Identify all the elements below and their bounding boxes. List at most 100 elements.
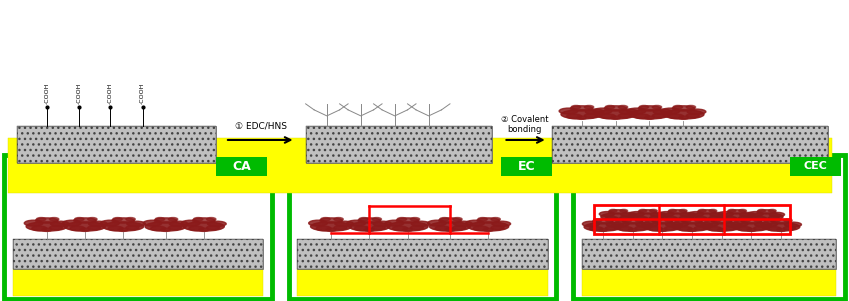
Bar [17,126,216,163]
Circle shape [614,218,621,221]
Ellipse shape [126,226,139,230]
Ellipse shape [492,221,510,226]
Ellipse shape [784,222,801,227]
Ellipse shape [593,108,612,114]
Circle shape [42,228,51,231]
Bar [552,126,828,163]
Ellipse shape [385,220,404,226]
Circle shape [712,219,721,222]
Ellipse shape [354,226,369,231]
Ellipse shape [622,219,643,224]
Ellipse shape [63,220,82,226]
Ellipse shape [731,221,748,227]
Ellipse shape [609,210,627,214]
Ellipse shape [755,222,772,227]
Ellipse shape [320,218,342,223]
Ellipse shape [70,226,85,231]
Ellipse shape [358,218,380,223]
Circle shape [620,209,627,212]
Circle shape [446,228,455,231]
Circle shape [652,105,661,109]
Circle shape [639,105,649,109]
Ellipse shape [372,226,385,230]
Ellipse shape [168,226,182,230]
Ellipse shape [718,212,734,216]
Ellipse shape [695,222,712,227]
Circle shape [334,218,343,221]
Circle shape [618,105,627,109]
Ellipse shape [636,222,653,227]
Ellipse shape [703,223,740,231]
Circle shape [80,228,90,231]
Ellipse shape [50,221,69,226]
Ellipse shape [585,109,604,114]
Ellipse shape [101,220,120,226]
Ellipse shape [762,223,800,231]
Bar [13,269,263,296]
Ellipse shape [761,221,778,227]
Ellipse shape [439,218,461,223]
Ellipse shape [600,114,616,119]
Ellipse shape [589,227,603,231]
Ellipse shape [629,110,670,119]
Circle shape [410,218,419,221]
Ellipse shape [182,220,200,226]
Ellipse shape [635,216,647,220]
Ellipse shape [644,223,681,231]
Circle shape [683,219,691,222]
Circle shape [644,218,651,221]
Ellipse shape [629,212,644,216]
Bar [297,239,548,269]
Circle shape [709,209,717,212]
Ellipse shape [612,221,629,227]
Bar [594,205,790,234]
Bar [573,155,845,299]
Circle shape [483,228,492,231]
Ellipse shape [26,222,67,231]
Circle shape [194,218,203,221]
Circle shape [777,228,785,231]
Circle shape [491,218,500,221]
Circle shape [754,219,762,222]
Ellipse shape [768,216,779,219]
Circle shape [593,219,602,222]
Circle shape [717,228,726,231]
Bar [297,269,548,296]
Circle shape [649,209,657,212]
Circle shape [326,228,335,231]
Ellipse shape [690,213,723,221]
Circle shape [673,105,683,109]
Bar [13,239,263,269]
Circle shape [679,209,687,212]
Ellipse shape [347,220,366,226]
Bar [289,155,556,299]
Ellipse shape [112,218,134,223]
Bar [216,157,267,176]
Ellipse shape [36,218,58,223]
Text: ① EDC/HNS: ① EDC/HNS [234,122,287,131]
Ellipse shape [627,108,646,114]
Text: CEC: CEC [803,161,827,171]
Circle shape [758,209,766,212]
Circle shape [768,209,776,212]
Ellipse shape [392,226,408,231]
Circle shape [724,219,733,222]
Ellipse shape [620,216,631,219]
Ellipse shape [661,108,680,114]
Ellipse shape [335,221,353,226]
Circle shape [37,218,46,221]
Ellipse shape [784,226,796,230]
Bar [8,138,832,193]
Ellipse shape [206,226,220,230]
Ellipse shape [606,222,623,227]
Ellipse shape [430,222,470,231]
Circle shape [155,218,165,221]
Ellipse shape [638,106,661,111]
Circle shape [699,209,706,212]
Ellipse shape [477,218,499,223]
Ellipse shape [748,212,763,216]
Ellipse shape [584,114,598,118]
Ellipse shape [720,213,753,221]
Circle shape [75,218,84,221]
Ellipse shape [771,219,791,224]
